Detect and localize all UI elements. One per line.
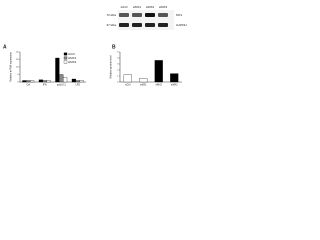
band [145,13,155,17]
y-tick-label: 3 [117,64,119,66]
x-tick-label: siMX1 [140,85,147,87]
x-tick-label: Ctrl [26,84,30,87]
y-axis-label: Relative protein level [110,55,113,79]
bar [38,79,43,83]
bar [63,77,68,83]
legend-label: siMX1 [68,56,77,60]
y-tick-label: 1 [117,76,119,78]
legend-swatch [63,56,68,60]
bar [59,74,64,83]
y-tick-label: 2 [117,70,119,72]
x-tick-label: poly(I:C) [57,85,66,87]
band [119,23,129,27]
y-axis-label: Relative mRNA expression [10,52,13,82]
x-tick-label: IFN [43,85,47,87]
bar [154,60,163,83]
bar [139,78,148,83]
x-tick-label: siMX2 [156,85,163,87]
x-tick-label: LPS [76,85,81,87]
bar [123,74,132,83]
bar [46,80,51,83]
panel-label: A [3,44,7,50]
band [158,13,168,17]
band [158,23,168,27]
y-tick-label: 10 [16,67,19,69]
band [132,23,142,27]
bar [75,80,80,83]
marker-label: 72 kDa [106,13,116,17]
legend-swatch [63,60,68,64]
y-tick-label: 5 [17,74,19,76]
lane-label: siMX1 [133,5,142,9]
legend-label: siCtrl [68,52,75,56]
band [132,13,142,17]
bar [71,78,76,83]
bar [26,80,31,83]
bar [42,80,47,83]
marker-label: 37 kDa [106,23,116,27]
x-tick-label: siCtrl [125,84,131,87]
band-label: MX1 [176,13,183,17]
bar [79,80,84,83]
y-tick-label: 0 [117,82,119,84]
y-tick-label: 5 [117,52,119,54]
band [145,23,155,27]
band-label: GAPDH [176,23,187,27]
bar [55,57,60,83]
band [119,13,129,17]
y-tick-label: 4 [117,58,119,60]
lane-label: siMX3 [159,5,168,9]
lane-label: siCtrl [121,5,128,9]
bar [22,80,27,83]
x-tick-label: siMX3 [171,85,178,87]
lane-label: siMX2 [146,5,155,9]
legend-label: siMX2 [68,60,77,64]
bar [170,73,179,83]
y-tick-label: 20 [16,52,19,54]
bar [30,80,35,83]
y-tick-label: 15 [16,59,19,61]
panel-label: B [112,44,116,50]
legend-swatch [63,52,68,56]
y-tick-label: 0 [17,82,19,84]
